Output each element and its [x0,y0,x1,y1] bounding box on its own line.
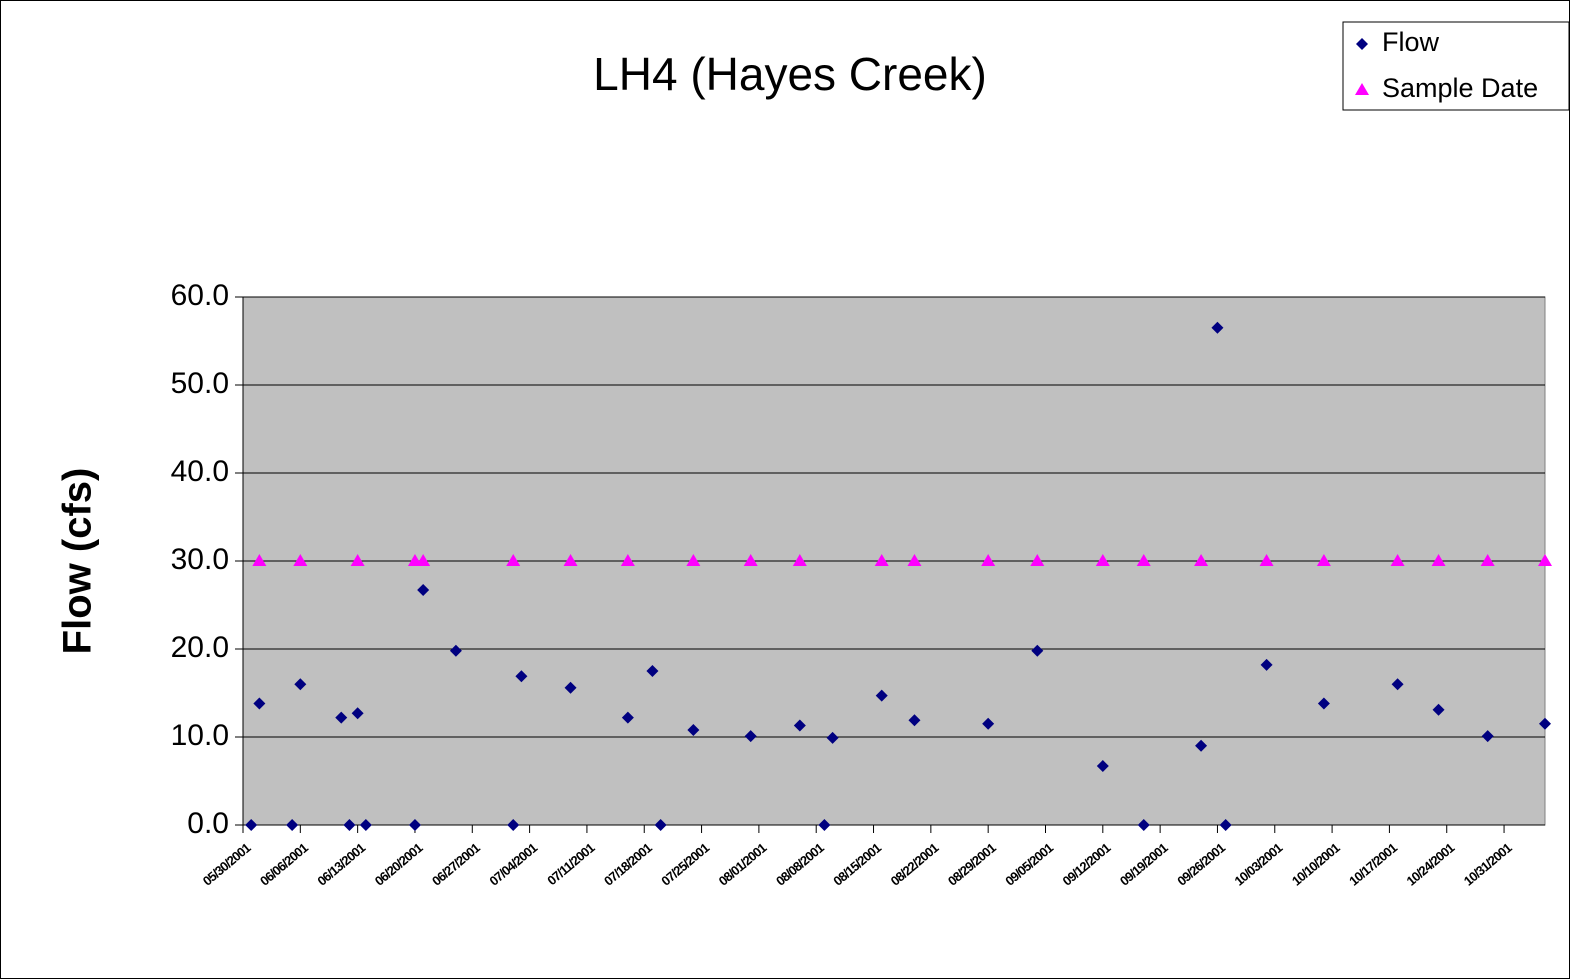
sample-point [1259,554,1274,566]
flow-point [621,711,634,724]
flow-point [875,689,888,702]
flow-point [1391,678,1404,691]
flow-point [908,714,921,727]
y-tick-label: 40.0 [171,455,229,488]
sample-point [907,554,922,566]
flow-point [654,819,667,831]
sample-point [293,554,308,566]
flow-point [515,670,528,683]
y-tick-label: 0.0 [187,807,229,840]
flow-point [408,819,421,831]
legend-label: Sample Date [1382,73,1538,103]
y-tick-label: 10.0 [171,719,229,752]
flow-point [1432,703,1445,716]
flow-point [1137,819,1150,831]
flow-point [1096,760,1109,773]
flow-point [449,644,462,657]
flow-point [1211,321,1224,334]
y-axis-label: Flow (cfs) [56,468,100,655]
legend-marker [1355,83,1369,95]
sample-point [416,554,431,566]
sample-point [981,554,996,566]
legend-label: Flow [1382,27,1440,57]
flow-point [343,819,356,831]
flow-point [826,731,839,744]
flow-point [687,723,700,736]
flow-point [1481,730,1494,743]
flow-point [507,819,520,831]
flow-point [335,711,348,724]
sample-point [874,554,889,566]
flow-point [793,719,806,732]
flow-point [253,697,266,710]
sample-point [1390,554,1405,566]
sample-point [620,554,635,566]
sample-point [743,554,758,566]
legend-box [1342,21,1570,111]
flow-point [1219,819,1232,831]
flow-point [1031,644,1044,657]
sample-point [1538,554,1552,566]
sample-point [1316,554,1331,566]
sample-point [686,554,701,566]
sample-point [506,554,521,566]
chart-title: LH4 (Hayes Creek) [593,48,987,100]
y-tick-label: 50.0 [171,367,229,400]
y-tick-label: 60.0 [171,279,229,312]
sample-point [1095,554,1110,566]
flow-point [245,819,258,831]
flow-point [359,819,372,831]
legend-marker [1356,38,1368,50]
sample-point [1480,554,1495,566]
flow-point [646,665,659,677]
flow-point [1317,697,1330,710]
flow-point [1260,658,1273,671]
sample-point [350,554,365,566]
sample-point [792,554,807,566]
flow-point [818,819,831,831]
flow-point [564,681,577,694]
flow-point [417,584,430,597]
sample-point [1194,554,1209,566]
flow-point [294,678,307,691]
flow-point [1539,717,1551,730]
sample-point [1431,554,1446,566]
sample-point [252,554,267,566]
y-tick-label: 20.0 [171,631,229,664]
flow-point [1195,739,1208,752]
sample-point [563,554,578,566]
sample-point [1030,554,1045,566]
flow-point [286,819,299,831]
flow-point [744,730,757,743]
y-tick-label: 30.0 [171,543,229,576]
flow-point [982,717,995,730]
flow-point [351,707,364,720]
sample-point [1136,554,1151,566]
